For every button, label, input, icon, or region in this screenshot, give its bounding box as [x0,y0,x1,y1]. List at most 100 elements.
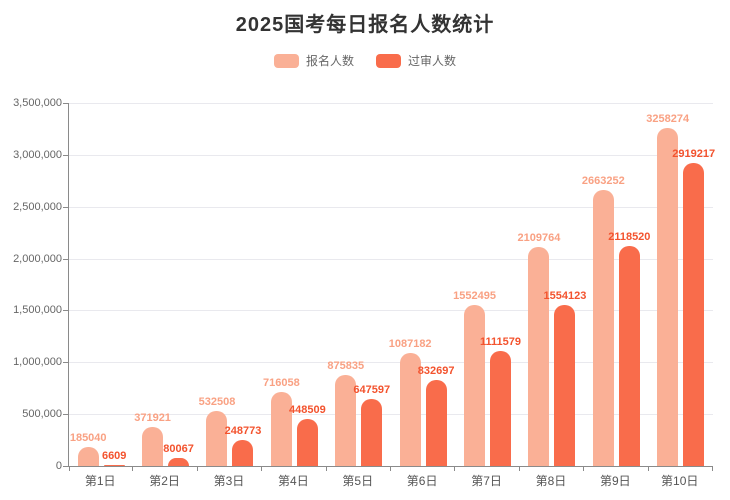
bar-group-9: 2663252 2118520 [581,103,651,466]
bar-series2-day5[interactable] [361,399,383,466]
y-axis-tick-label: 3,500,000 [13,97,62,109]
bar-series1-day5[interactable] [335,375,357,466]
bar-series1-day6[interactable] [399,353,421,466]
bar-value-label: 875835 [327,360,365,372]
bar-value-label: 1087182 [388,338,432,350]
y-axis-tick [63,466,68,467]
bar-value-label: 2663252 [581,175,625,187]
y-axis-tick [63,206,68,208]
x-axis-tick [69,466,70,471]
y-axis-tick [63,310,68,312]
bar-series1-day7[interactable] [464,305,486,466]
gridline [69,103,713,104]
bar-value-label: 1552495 [453,290,496,302]
x-axis-label-day3: 第3日 [213,474,245,488]
bar-value-label: 2109764 [517,232,561,244]
bar-group-5: 875835 647597 [327,103,391,466]
bar-group-2: 371921 80067 [133,103,197,466]
bar-value-label: 448509 [289,404,326,416]
x-axis-labels: 第1日 第2日 第3日 第4日 第5日 第6日 第7日 第8日 第9日 第10日 [68,472,712,489]
y-axis-tick [63,414,68,416]
bar-group-7: 1552495 1111579 [453,103,522,466]
x-axis-label-day2: 第2日 [149,474,180,488]
x-axis-tick [648,466,649,471]
bar-group-10: 3258274 2919217 [646,103,716,466]
x-axis-tick [326,466,327,471]
bar-group-6: 1087182 832697 [388,103,455,466]
y-axis-tick-label: 2,500,000 [13,200,62,213]
bar-series1-day4[interactable] [270,392,292,466]
x-axis-tick [712,466,713,471]
legend-item-0[interactable]: 报名人数 [273,52,354,69]
bar-series2-day10[interactable] [683,163,705,466]
bar-value-label: 1111579 [480,336,522,348]
x-axis-label-day9: 第9日 [599,474,631,488]
x-axis-label-day5: 第5日 [342,474,374,488]
gridline [69,310,713,312]
legend-label: 报名人数 [305,54,354,68]
y-axis-tick [63,258,68,260]
bar-value-label: 6609 [101,450,127,462]
bar-series2-day7[interactable] [490,351,512,466]
bar-series2-day2[interactable] [168,458,190,466]
bar-value-label: 80067 [163,443,194,455]
plot-area: 185040 6609 371921 80067 532508 248773 716058 4… [68,103,716,471]
bar-series1-day10[interactable] [657,128,679,466]
chart-title: 2025国考每日报名人数统计 [235,14,495,36]
bar-value-label: 248773 [224,425,262,437]
gridline [69,414,713,416]
x-axis-tick [454,466,455,471]
x-axis-tick [132,466,133,471]
bar-series2-day4[interactable] [296,419,318,466]
y-axis-tick-label: 0 [55,460,62,472]
bar-group-3: 532508 248773 [198,103,262,466]
bar-value-label: 532508 [198,396,236,408]
bar-value-label: 1554123 [543,290,587,302]
bar-series1-day8[interactable] [528,247,550,466]
y-axis-tick-label: 2,000,000 [13,252,62,265]
bar-value-label: 2919217 [672,148,716,160]
gridline [69,154,713,156]
x-axis-label-day10: 第10日 [661,474,699,488]
x-axis-tick [519,466,520,471]
x-axis-label-day7: 第7日 [471,474,502,488]
y-axis-tick-label: 500,000 [22,408,62,421]
x-axis-tick [261,466,262,471]
y-axis-tick-label: 1,500,000 [13,304,62,317]
bar-group-8: 2109764 1554123 [517,103,587,466]
bar-value-label: 2118520 [608,231,651,243]
bar-value-label: 716058 [263,377,300,389]
bar-value-label: 832697 [417,365,455,377]
bar-series1-day9[interactable] [592,190,614,466]
gridline [69,362,713,364]
bar-series1-day2[interactable] [142,427,164,466]
y-axis-tick-label: 3,000,000 [13,148,62,161]
x-axis-label-day8: 第8日 [535,474,567,488]
bar-series2-day1[interactable] [103,465,125,466]
bar-value-label: 3258274 [646,113,690,125]
bar-series2-day6[interactable] [425,380,447,466]
x-axis-tick [390,466,391,471]
gridline [69,258,713,260]
bar-value-label: 371921 [134,412,171,424]
legend-item-1[interactable]: 过审人数 [376,52,456,69]
bar-value-label: 185040 [69,432,107,444]
legend: 报名人数 过审人数 [0,52,730,69]
bar-groups: 185040 6609 371921 80067 532508 248773 716058 4… [69,103,716,466]
bar-series1-day1[interactable] [77,447,99,466]
y-axis-tick [63,103,68,104]
y-axis-tick [63,362,68,364]
bar-series2-day9[interactable] [618,246,640,466]
x-axis-label-day6: 第6日 [406,474,438,488]
bar-series1-day3[interactable] [206,411,228,466]
x-axis-tick [583,466,584,471]
y-axis-tick [63,154,68,156]
bar-group-4: 716058 448509 [262,103,326,466]
x-axis-label-day1: 第1日 [84,474,116,488]
bar-series2-day3[interactable] [232,440,254,466]
x-axis-label-day4: 第4日 [278,474,309,488]
legend-label: 过审人数 [408,54,457,68]
x-axis-tick [197,466,198,471]
bar-series2-day8[interactable] [554,305,576,466]
legend-swatch-icon [273,53,299,68]
